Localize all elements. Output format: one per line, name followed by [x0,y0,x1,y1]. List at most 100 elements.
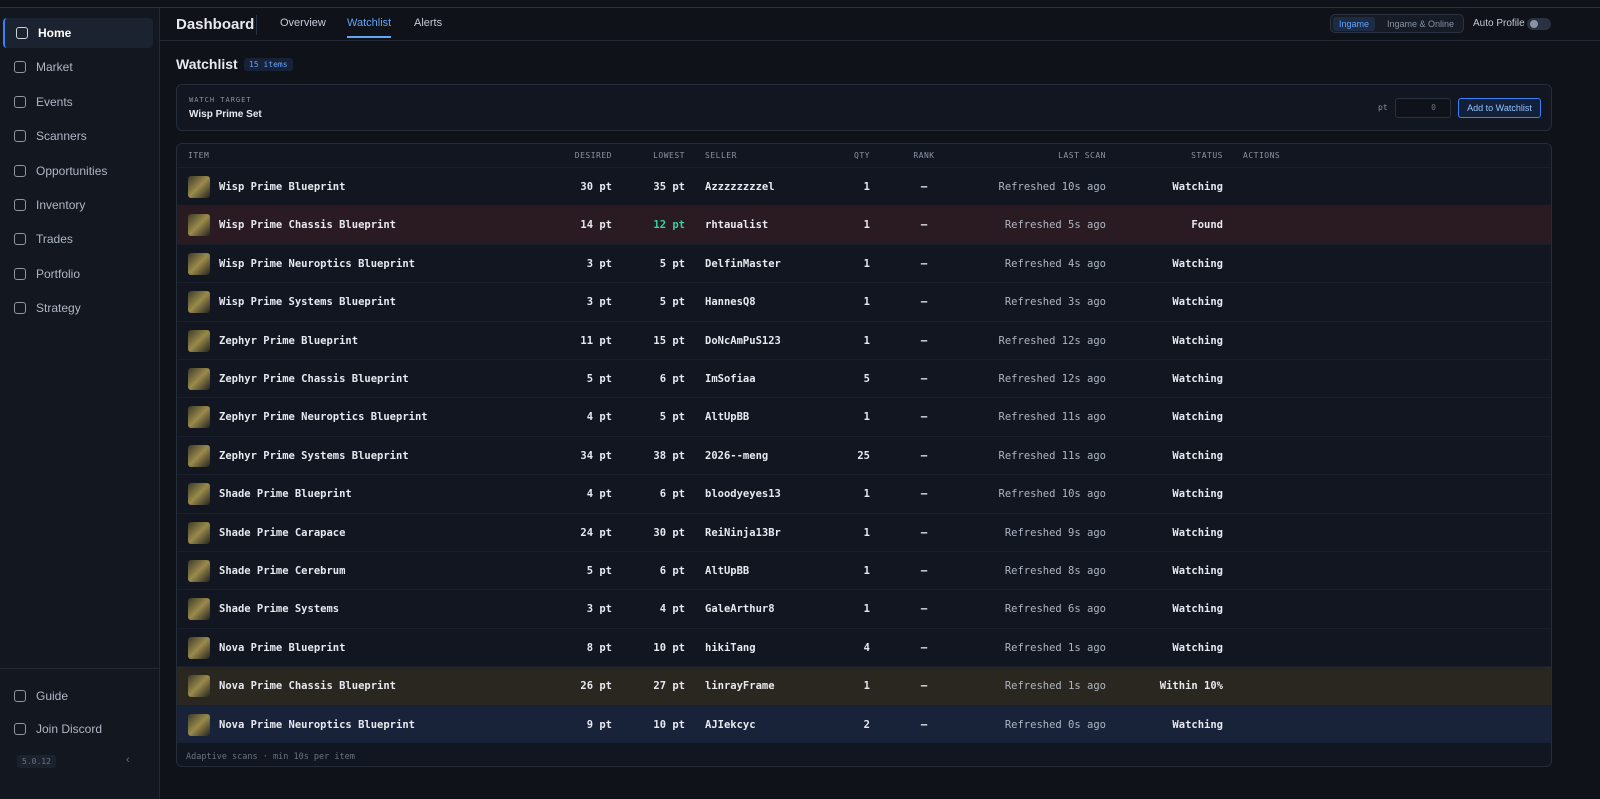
cell: 9 pt [586,718,612,731]
cell: 27 pt [653,680,685,693]
cell: Refreshed 6s ago [1004,603,1106,616]
cell: — [920,257,928,270]
cell: Refreshed 10s ago [998,488,1106,501]
label: Events [36,94,73,109]
table-row[interactable]: Wisp Prime Neuroptics Blueprint 3 pt 5 pt D… [177,243,1551,282]
table-row[interactable]: Wisp Prime Chassis Blueprint 14 pt 12 pt rh… [177,205,1551,244]
column-header: ITEM [188,151,210,160]
cell: hikiTang [705,641,756,654]
watchlist-table: ITEM DESIRED LOWEST SELLER QTY RANK LAST SCAN S… [176,143,1552,767]
table-row[interactable]: Zephyr Prime Blueprint 11 pt 15 pt DoNcAmPu… [177,320,1551,359]
collapse-button[interactable]: ‹ [126,754,130,766]
cell: 12 pt [653,219,685,232]
tab[interactable]: Watchlist [347,17,392,38]
tab[interactable]: Alerts [414,17,443,29]
nav-item[interactable]: Strategy [3,293,153,323]
nav-item[interactable]: Market [3,52,153,82]
table-row[interactable]: Shade Prime Systems 3 pt 4 pt GaleArthur8 1 —… [177,589,1551,627]
item-thumbnail [188,176,210,198]
discord-link[interactable]: Join Discord [3,714,153,744]
cell: 1 [863,526,870,539]
cell: Watching [1172,373,1223,385]
cell: 5 pt [659,257,685,270]
cell: Nova Prime Blueprint [219,641,346,654]
cell: Refreshed 12s ago [998,334,1106,347]
cell: — [920,296,928,309]
table-row[interactable]: Nova Prime Neuroptics Blueprint 9 pt 10 pt… [177,704,1551,743]
cell: AJIekcyc [705,718,756,731]
cell: Shade Prime Blueprint [219,488,352,501]
cell: Refreshed 9s ago [1004,526,1106,539]
cell: Watching [1172,296,1223,309]
divider [256,15,257,35]
mode-option[interactable]: Ingame & Online [1387,19,1455,29]
table-row[interactable]: Zephyr Prime Neuroptics Blueprint 4 pt 5 p… [177,397,1551,435]
cell: ImSofiaa [705,373,756,385]
switch-knob [1530,20,1538,28]
guide-link[interactable]: Guide [3,681,153,711]
cell: — [920,181,928,193]
column-header: RANK [913,151,935,160]
nav-item[interactable]: Inventory [3,190,153,220]
item-thumbnail [188,675,210,698]
table-row[interactable]: Wisp Prime Systems Blueprint 3 pt 5 pt Hann… [177,282,1551,320]
label: Opportunities [36,163,108,178]
column-header: DESIRED [574,151,612,160]
table-footer: Adaptive scans · min 10s per item [186,752,355,762]
cell: Zephyr Prime Systems Blueprint [219,449,409,462]
item-thumbnail [188,713,210,736]
table-row[interactable]: Zephyr Prime Systems Blueprint 34 pt 38 pt… [177,435,1551,474]
cell: 30 pt [653,526,685,539]
table-row[interactable]: Nova Prime Blueprint 8 pt 10 pt hikiTang 4 — R… [177,627,1551,666]
table-header: ITEM DESIRED LOWEST SELLER QTY RANK LAST SCAN S… [177,144,1551,167]
cell: rhtaualist [705,219,769,232]
icon [14,267,26,280]
table-body: Wisp Prime Blueprint 30 pt 35 pt Azzzzzzzze… [177,167,1551,744]
cell: Watching [1172,526,1223,539]
item-thumbnail [188,214,210,237]
nav-item[interactable]: Events [3,87,153,117]
cell: Refreshed 12s ago [998,373,1106,385]
section-title: Watchlist [176,56,238,72]
table-row[interactable]: Shade Prime Carapace 24 pt 30 pt ReiNinja13… [177,512,1551,551]
table-row[interactable]: Nova Prime Chassis Blueprint 26 pt 27 pt li… [177,666,1551,705]
cell: Wisp Prime Blueprint [219,181,346,193]
cell: Refreshed 1s ago [1004,680,1106,693]
cell: Refreshed 5s ago [1004,219,1106,232]
cell: 5 pt [586,373,612,385]
nav-item[interactable]: Home [3,18,153,48]
nav-item[interactable]: Portfolio [3,259,153,289]
table-row[interactable]: Shade Prime Blueprint 4 pt 6 pt bloodyeyes1… [177,474,1551,512]
cell: Watching [1172,718,1223,731]
cell: Refreshed 3s ago [1004,296,1106,309]
table-row[interactable]: Zephyr Prime Chassis Blueprint 5 pt 6 pt Im… [177,359,1551,397]
divider [0,7,1600,8]
cell: 6 pt [659,373,685,385]
item-thumbnail [188,636,210,659]
cell: 8 pt [586,641,612,654]
cell: 1 [863,680,870,693]
icon [14,690,26,702]
column-header: LOWEST [653,151,685,160]
cell: 4 [863,641,870,654]
switch[interactable] [1527,18,1551,30]
nav-item[interactable]: Trades [3,224,153,254]
cell: 6 pt [659,488,685,501]
nav-item[interactable]: Opportunities [3,156,153,186]
table-row[interactable]: Shade Prime Cerebrum 5 pt 6 pt AltUpBB 1 — Ref… [177,551,1551,589]
icon [14,723,26,735]
icon [14,199,26,211]
cell: Watching [1172,257,1223,270]
cell: 26 pt [580,680,612,693]
cell: 1 [863,565,870,577]
item-thumbnail [188,368,210,390]
table-row[interactable]: Wisp Prime Blueprint 30 pt 35 pt Azzzzzzzze… [177,167,1551,205]
mode-option[interactable]: Ingame [1333,17,1376,31]
cell: ReiNinja13Br [705,526,781,539]
add-button[interactable]: Add to Watchlist [1458,98,1541,118]
cell: Watching [1172,641,1223,654]
price-input[interactable]: 0 [1395,98,1451,118]
header: Dashboard Overview Watchlist Alerts Inga… [160,8,1600,41]
nav-item[interactable]: Scanners [3,121,153,151]
tab[interactable]: Overview [280,17,326,29]
